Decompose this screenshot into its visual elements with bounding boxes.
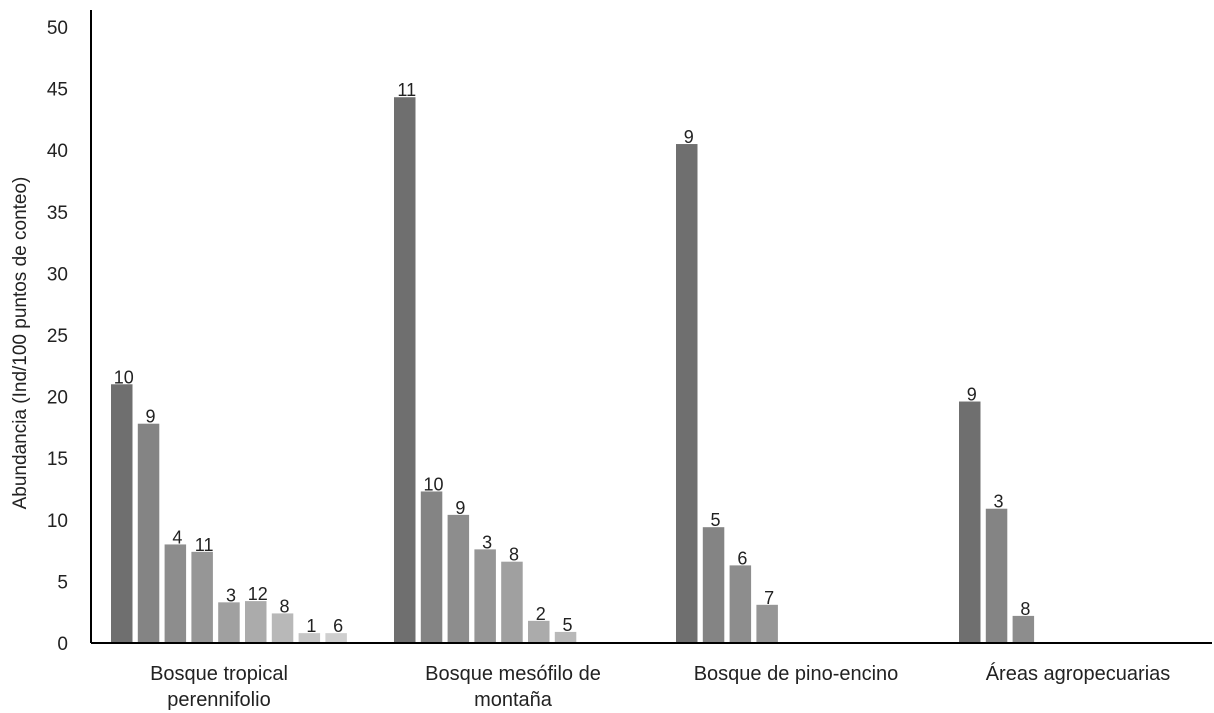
y-axis-ticks: 0 5 10 15 20 25 30 35 40 45 50 xyxy=(47,18,68,655)
bar xyxy=(985,508,1008,643)
y-tick-label: 40 xyxy=(47,141,68,162)
bar-data-label: 1 xyxy=(306,616,316,636)
bar xyxy=(501,561,523,643)
bar-data-label: 9 xyxy=(455,498,465,518)
y-tick-label: 50 xyxy=(47,18,68,39)
bar-data-label: 3 xyxy=(482,532,492,552)
bar xyxy=(394,97,416,643)
bar xyxy=(164,544,187,643)
bar xyxy=(245,601,267,643)
bar-data-label: 10 xyxy=(114,367,134,387)
bar-data-label: 5 xyxy=(563,615,573,635)
bar-data-label: 4 xyxy=(172,527,182,547)
bar xyxy=(702,527,725,643)
bar xyxy=(137,423,160,643)
bar xyxy=(447,514,470,643)
bar xyxy=(191,551,213,643)
bar xyxy=(325,633,347,643)
bar xyxy=(528,620,550,643)
bar-data-label: 11 xyxy=(397,80,416,100)
category-labels-layer: Bosque tropical perennifolio Bosque mesófi… xyxy=(150,662,1170,711)
y-axis-label: Abundancia (Ind/100 puntos de conteo) xyxy=(10,177,31,510)
bar-data-label: 3 xyxy=(226,585,236,605)
bar-data-label: 9 xyxy=(146,407,156,427)
bar-data-label: 9 xyxy=(967,385,977,405)
bar xyxy=(271,613,294,643)
y-tick-label: 10 xyxy=(47,511,68,532)
bar-data-label: 8 xyxy=(509,545,519,565)
bar xyxy=(729,565,752,643)
bar-data-label: 12 xyxy=(248,584,268,604)
category-label: montaña xyxy=(474,689,553,711)
bar xyxy=(756,604,778,643)
category-label: Bosque tropical xyxy=(150,663,288,685)
category-label: Bosque de pino-encino xyxy=(694,663,899,685)
bar-data-label: 7 xyxy=(764,588,774,608)
y-tick-label: 35 xyxy=(47,203,68,224)
bar-data-label: 8 xyxy=(280,596,290,616)
bars-layer xyxy=(111,97,1035,644)
bar-data-label: 3 xyxy=(994,492,1004,512)
y-tick-label: 45 xyxy=(47,80,68,101)
y-tick-label: 15 xyxy=(47,449,68,470)
category-label: Bosque mesófilo de xyxy=(425,663,601,685)
bar xyxy=(1012,615,1035,643)
bar xyxy=(959,401,981,643)
y-tick-label: 25 xyxy=(47,326,68,347)
bar xyxy=(111,384,133,643)
bar-data-label: 2 xyxy=(536,604,546,624)
bar xyxy=(554,631,577,643)
y-tick-label: 20 xyxy=(47,388,68,409)
bar xyxy=(676,144,698,644)
bar xyxy=(420,491,443,643)
bar-data-label: 9 xyxy=(684,127,694,147)
bar-data-label: 6 xyxy=(333,616,343,636)
bar-data-label: 10 xyxy=(424,474,444,494)
y-tick-label: 30 xyxy=(47,264,68,285)
bar-data-label: 11 xyxy=(195,535,214,555)
y-tick-label: 0 xyxy=(57,634,68,655)
bar-data-label: 6 xyxy=(737,548,747,568)
category-label: perennifolio xyxy=(167,689,270,711)
y-tick-label: 5 xyxy=(57,572,68,593)
bar xyxy=(298,633,321,643)
category-label: Áreas agropecuarias xyxy=(986,662,1171,685)
bar xyxy=(474,549,496,643)
bar-data-label: 8 xyxy=(1020,599,1030,619)
bar xyxy=(218,602,240,643)
bar-data-label: 5 xyxy=(711,510,721,530)
